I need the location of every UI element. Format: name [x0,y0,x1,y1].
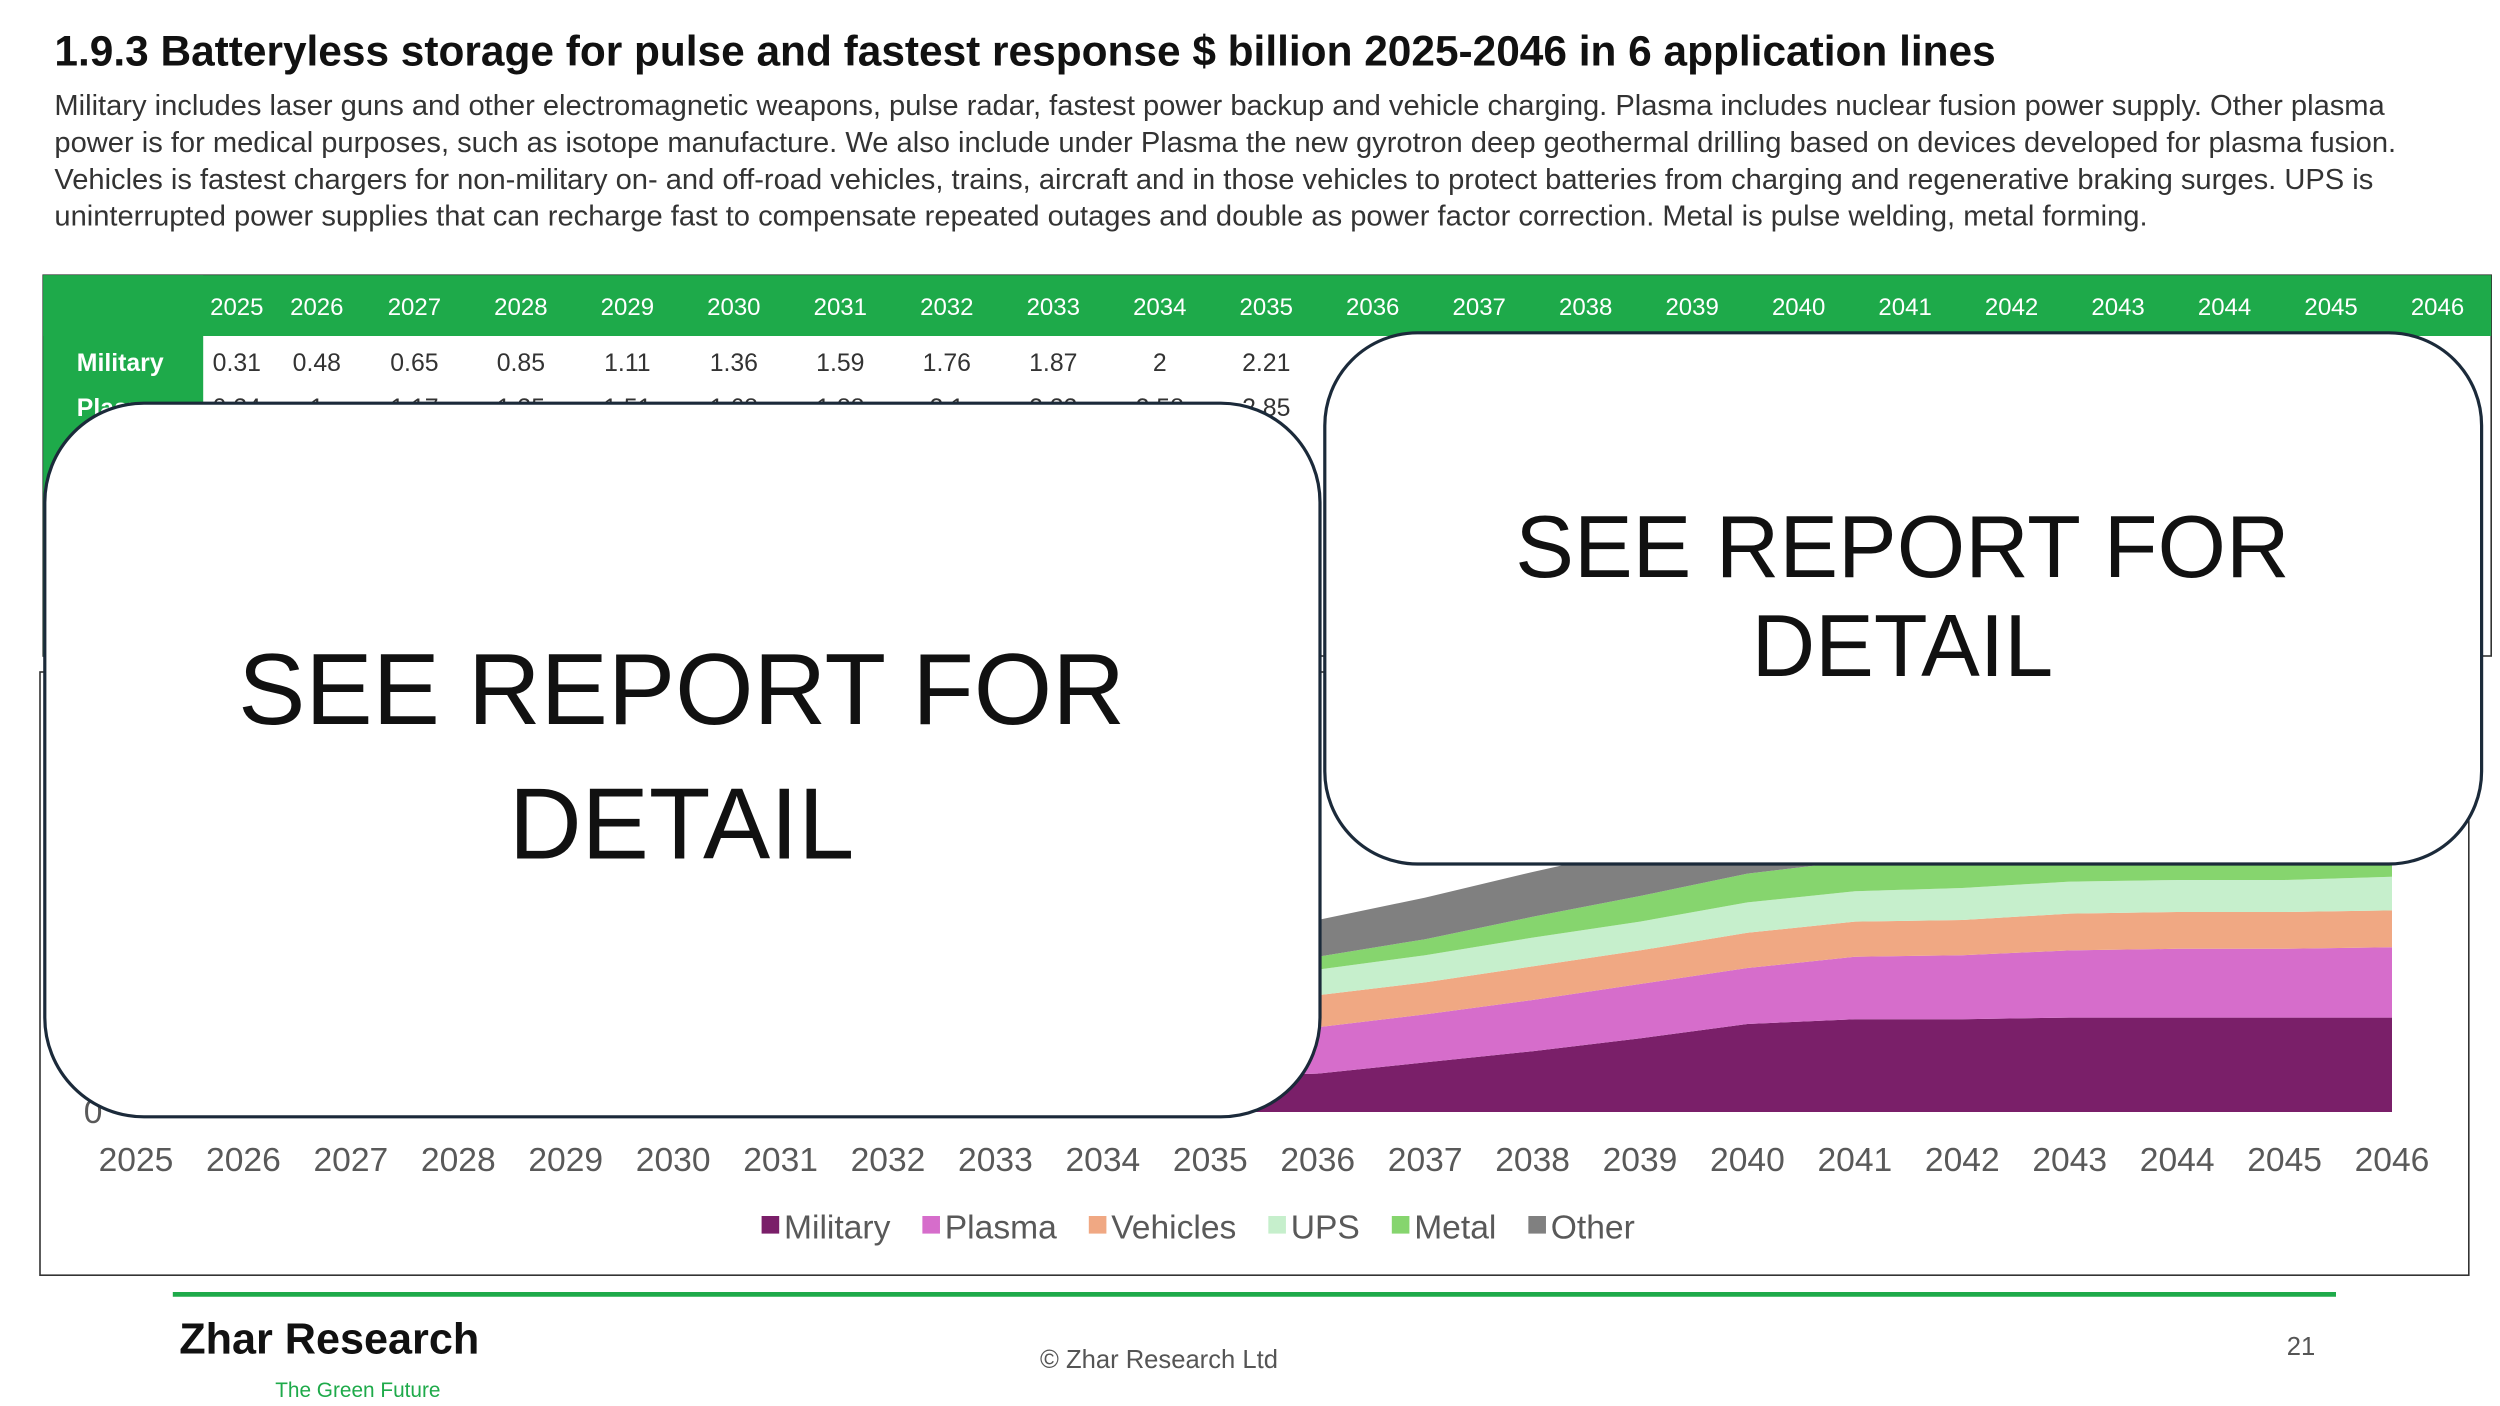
cell: 2 [1153,350,1167,377]
column-header: 2037 [1453,294,1506,321]
legend-swatch [1268,1216,1286,1234]
x-tick-label: 2029 [528,1142,603,1179]
tagline: The Green Future [275,1379,440,1402]
legend-label: Metal [1414,1209,1496,1246]
overlay-text: DETAIL [509,769,854,881]
column-header: 2040 [1772,294,1825,321]
legend-swatch [922,1216,940,1234]
cell: 1.76 [923,350,971,377]
column-header: 2025 [210,294,263,321]
legend-swatch [1088,1216,1107,1234]
column-header: 2039 [1665,294,1718,321]
overlay-box [43,401,1322,1119]
legend-swatch [761,1216,780,1234]
column-header: 2027 [388,294,441,321]
page-number: 21 [2287,1333,2315,1361]
description: Military includes laser guns and other e… [54,89,2397,232]
overlay-text: SEE REPORT FOR [1515,497,2289,596]
column-header: 2028 [494,294,547,321]
legend-label: Other [1551,1209,1635,1246]
legend-swatch [1391,1216,1410,1234]
cell: 0.65 [390,350,438,377]
cell: 2.21 [1242,350,1290,377]
column-header: 2043 [2091,294,2144,321]
x-tick-label: 2027 [313,1142,388,1179]
legend-label: Plasma [945,1209,1057,1246]
column-header: 2041 [1878,294,1931,321]
x-tick-label: 2034 [1065,1142,1140,1179]
row-label: Military [77,350,164,377]
column-header: 2045 [2304,294,2357,321]
cell: 0.85 [497,350,545,377]
cell: 1.36 [710,350,758,377]
x-tick-label: 2025 [99,1142,174,1179]
column-header: 2035 [1240,294,1293,321]
column-header: 2036 [1346,294,1399,321]
overlay-box [1323,331,2484,866]
legend-swatch [1528,1216,1546,1234]
cell: 1.87 [1029,350,1077,377]
cell: 1.11 [604,350,650,377]
column-header: 2030 [707,294,760,321]
column-header: 2032 [920,294,973,321]
overlay-text: DETAIL [1752,596,2054,695]
x-tick-label: 2026 [206,1142,281,1179]
x-tick-label: 2045 [2247,1142,2322,1179]
brand: Zhar Research [179,1316,479,1364]
x-tick-label: 2038 [1495,1142,1570,1179]
legend-label: UPS [1291,1209,1360,1246]
column-header: 2042 [1985,294,2038,321]
x-tick-label: 2042 [1925,1142,2000,1179]
x-tick-label: 2040 [1710,1142,1785,1179]
table-header-bg [43,275,2492,336]
legend-label: Military [784,1209,891,1246]
column-header: 2034 [1133,294,1186,321]
cell: 1.59 [816,350,864,377]
description-box: Military includes laser guns and other e… [54,89,2397,232]
x-tick-label: 2044 [2140,1142,2215,1179]
overlay-text: SEE REPORT FOR [238,634,1125,746]
column-header: 2044 [2198,294,2251,321]
x-tick-label: 2043 [2032,1142,2107,1179]
area [136,1017,2392,1112]
x-tick-label: 2030 [636,1142,711,1179]
x-tick-label: 2032 [851,1142,926,1179]
x-tick-label: 2031 [743,1142,818,1179]
x-tick-label: 2028 [421,1142,496,1179]
x-tick-label: 2037 [1388,1142,1463,1179]
copyright: © Zhar Research Ltd [1040,1346,1278,1374]
column-header: 2033 [1027,294,1080,321]
cell: 0.31 [213,350,261,377]
column-header: 2031 [814,294,867,321]
x-tick-label: 2036 [1280,1142,1355,1179]
cell: 0.48 [293,350,341,377]
column-header: 2038 [1559,294,1612,321]
legend-label: Vehicles [1111,1209,1236,1246]
column-header: 2029 [601,294,654,321]
title: 1.9.3 Batteryless storage for pulse and … [54,28,1995,75]
x-tick-label: 2033 [958,1142,1033,1179]
x-tick-label: 2035 [1173,1142,1248,1179]
x-tick-label: 2046 [2355,1142,2430,1179]
column-header: 2046 [2411,294,2464,321]
x-tick-label: 2041 [1817,1142,1892,1179]
column-header: 2026 [290,294,343,321]
x-tick-label: 2039 [1603,1142,1678,1179]
